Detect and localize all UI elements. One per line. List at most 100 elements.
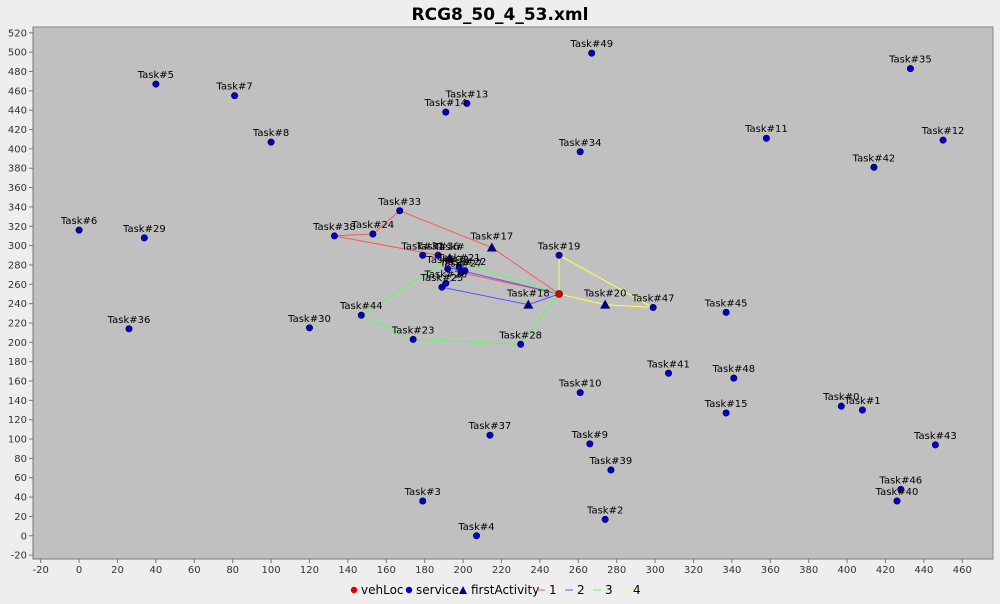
legend-firstactivity-marker: [459, 586, 467, 594]
y-tick-label: 360: [8, 183, 27, 194]
service-point-label: Task#42: [852, 153, 896, 164]
service-point-label: Task#39: [589, 456, 633, 467]
y-tick-label: 460: [8, 86, 27, 97]
y-tick-label: 140: [8, 396, 27, 407]
service-point: [601, 515, 609, 523]
service-point: [576, 148, 584, 156]
service-point-label: Task#33: [377, 197, 421, 208]
service-point-label: Task#48: [711, 364, 755, 375]
y-tick-label: 60: [14, 473, 27, 484]
legend: vehLoc service firstActivity 1 2 3 4: [350, 583, 641, 597]
x-tick-label: 260: [569, 565, 588, 576]
service-point: [442, 279, 450, 287]
x-tick-label: -20: [33, 565, 49, 576]
service-point: [152, 80, 160, 88]
service-point-label: Task#24: [350, 220, 394, 231]
service-point: [305, 324, 313, 332]
service-point: [762, 134, 770, 142]
service-point-label: Task#0: [822, 392, 859, 403]
service-point: [837, 402, 845, 410]
first-activity-point: [523, 299, 534, 309]
y-tick-label: 200: [8, 338, 27, 349]
y-tick-label: 280: [8, 260, 27, 271]
service-point: [555, 251, 563, 259]
service-point: [369, 230, 377, 238]
service-point-label: Task#22: [443, 257, 487, 268]
y-tick-label: 240: [8, 299, 27, 310]
service-point-label: Task#29: [122, 224, 166, 235]
legend-route3-label: 3: [605, 583, 613, 597]
service-point: [419, 251, 427, 259]
service-point-label: Task#43: [913, 431, 957, 442]
service-point: [649, 304, 657, 312]
service-point: [586, 440, 594, 448]
first-activity-point: [600, 299, 611, 309]
service-point-label: Task#3: [404, 487, 441, 498]
route-3-line: [360, 257, 560, 345]
service-point-label: Task#8: [252, 128, 289, 139]
plot-area: [32, 26, 994, 560]
legend-service-marker: [405, 586, 413, 594]
service-point-label: Task#12: [921, 126, 965, 137]
y-tick-label: 20: [14, 512, 27, 523]
service-point: [906, 65, 914, 73]
y-tick-label: 160: [8, 377, 27, 388]
first-activity-label: Task#18: [506, 289, 550, 300]
service-point-label: Task#36: [107, 315, 151, 326]
service-point-label: Task#23: [391, 325, 435, 336]
x-tick-label: 100: [262, 565, 281, 576]
service-point: [463, 99, 471, 107]
service-point-label: Task#40: [875, 487, 919, 498]
service-point-label: Task#46: [878, 475, 922, 486]
y-tick-label: 0: [21, 531, 27, 542]
service-point: [409, 335, 417, 343]
x-tick-label: 20: [111, 565, 124, 576]
x-tick-label: 120: [300, 565, 319, 576]
service-point: [870, 163, 878, 171]
x-tick-label: 40: [150, 565, 163, 576]
y-tick-label: -20: [11, 551, 27, 562]
service-point-label: Task#16: [416, 241, 460, 252]
x-tick-label: 320: [684, 565, 703, 576]
service-point-label: Task#26: [423, 269, 467, 280]
first-activity-point: [444, 253, 455, 263]
service-point-label: Task#9: [571, 430, 608, 441]
y-tick-label: 100: [8, 435, 27, 446]
service-point-label: Task#44: [339, 301, 383, 312]
service-point: [330, 232, 338, 240]
service-point: [897, 485, 905, 493]
y-axis: -20 0 20 40 60 80 100 120 140 160 180 200 220 240 260 2…: [8, 27, 34, 562]
service-point: [125, 325, 133, 333]
x-tick-label: 60: [188, 565, 201, 576]
y-tick-label: 380: [8, 164, 27, 175]
service-point: [931, 441, 939, 449]
service-point-label: Task#7: [215, 82, 252, 93]
x-tick-label: 180: [415, 565, 434, 576]
x-tick-label: 160: [377, 565, 396, 576]
service-point: [434, 251, 442, 259]
service-point: [893, 497, 901, 505]
x-tick-label: 140: [338, 565, 357, 576]
y-tick-label: 180: [8, 357, 27, 368]
service-point-label: Task#27: [439, 259, 483, 270]
service-point-label: Task#6: [60, 216, 97, 227]
chart-title: RCG8_50_4_53.xml: [412, 5, 589, 25]
x-tick-label: 340: [722, 565, 741, 576]
service-point-label: Task#45: [704, 298, 748, 309]
service-point: [444, 265, 452, 273]
vehicle-location-point: [555, 290, 563, 298]
service-point: [473, 532, 481, 540]
first-activity-label: Task#: [434, 242, 465, 253]
service-point: [588, 49, 596, 57]
service-point-label: Task#2: [586, 505, 623, 516]
service-point-label: Task#13: [445, 89, 489, 100]
service-point-label: Task#38: [312, 222, 356, 233]
x-tick-label: 0: [76, 565, 82, 576]
y-tick-label: 520: [8, 28, 27, 39]
service-point: [665, 369, 673, 377]
service-point-label: Task#4: [457, 522, 494, 533]
service-point: [396, 207, 404, 215]
service-point-label: Task#1: [843, 396, 880, 407]
x-tick-label: 300: [646, 565, 665, 576]
